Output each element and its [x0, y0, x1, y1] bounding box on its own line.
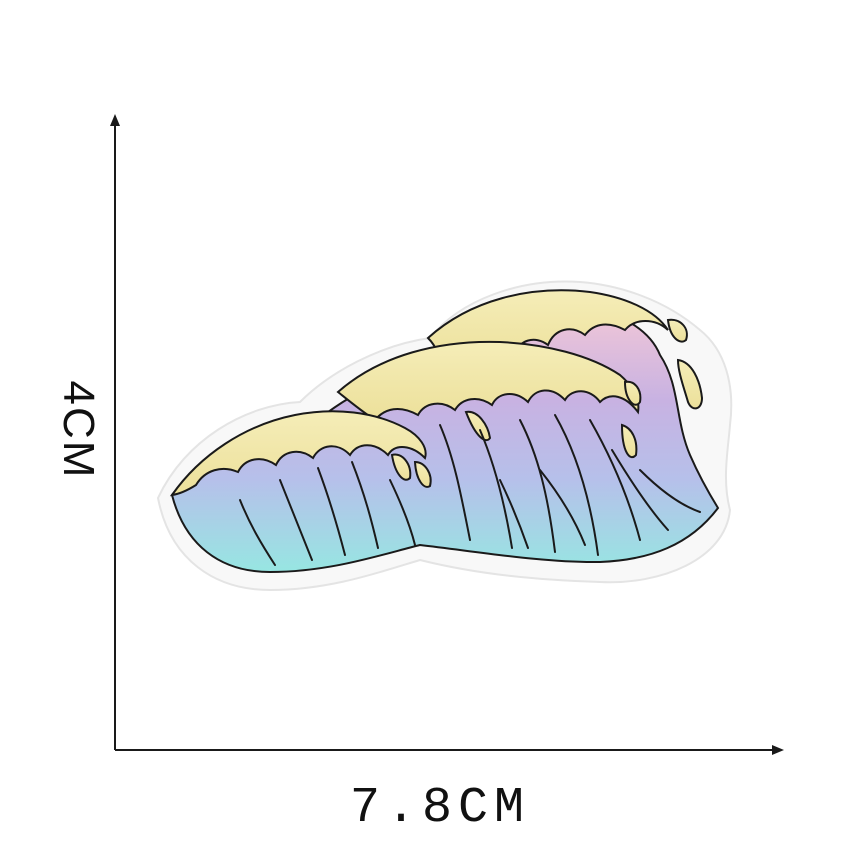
spray-drop	[623, 380, 642, 406]
spray-drop	[676, 358, 704, 410]
horizontal-arrow-head	[772, 745, 784, 755]
spray-drop	[666, 318, 688, 343]
width-dimension-label: 7.8CM	[349, 780, 531, 837]
spray-drops	[390, 318, 704, 488]
spray-drop	[464, 410, 492, 442]
dimension-lines	[110, 114, 784, 755]
spray-drop	[413, 460, 432, 488]
middle-wave-crest	[336, 340, 640, 422]
spray-drop	[390, 453, 412, 481]
height-dimension-label: 4CM	[54, 380, 103, 480]
wave-stroke-lines	[239, 414, 701, 566]
vertical-arrow-head	[110, 114, 120, 126]
front-wave-crest	[169, 410, 427, 497]
spray-drop	[620, 423, 638, 459]
wave-patch	[156, 280, 733, 592]
